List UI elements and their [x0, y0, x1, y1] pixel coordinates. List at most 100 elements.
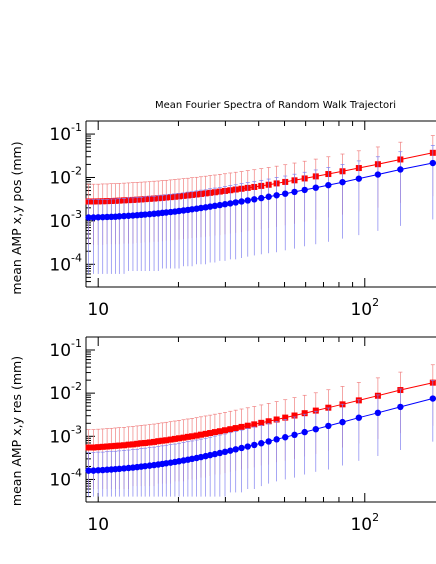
p1-data-point-red — [108, 443, 115, 450]
p1-data-point-red — [159, 437, 166, 444]
bottom-panel: mean AMP x,y res (mm) 10-1 10-2 10-3 10-4 10… — [9, 336, 436, 535]
p0-data-point-blue — [251, 196, 258, 203]
p1-data-point-blue — [216, 449, 224, 457]
p1-data-point-red — [163, 437, 170, 444]
p1-y-tick-label: 10-1 — [49, 337, 82, 361]
chart-title: Mean Fourier Spectra of Random Walk Traj… — [155, 100, 396, 111]
p1-data-point-blue — [312, 425, 319, 433]
p0-data-point-blue — [291, 188, 298, 196]
top-panel-ylabel: mean AMP x,y pos (mm) — [9, 141, 24, 294]
p0-data-point-blue — [90, 214, 97, 221]
p1-data-point-red — [142, 439, 149, 446]
p1-series-line-red — [88, 382, 433, 448]
p1-data-point-red — [193, 432, 200, 439]
p1-data-point-red — [90, 444, 97, 451]
p1-data-point-red — [116, 442, 123, 449]
p1-data-point-blue — [291, 431, 298, 439]
p1-data-point-blue — [227, 447, 234, 454]
p0-data-point-blue — [227, 200, 234, 207]
p1-data-point-red — [125, 441, 132, 448]
p0-data-point-blue — [258, 194, 265, 202]
p1-series-line-blue — [88, 398, 433, 472]
p1-data-point-blue — [397, 403, 404, 411]
p0-data-point-blue — [429, 159, 436, 167]
p1-data-point-blue — [374, 409, 382, 417]
p1-data-point-red — [171, 435, 178, 442]
p1-data-point-blue — [301, 428, 308, 436]
p0-data-point-blue — [325, 181, 332, 189]
p1-y-tick-label: 10-4 — [49, 466, 82, 490]
p1-data-point-red — [207, 430, 214, 437]
p0-data-point-blue — [116, 213, 123, 220]
p1-data-point-blue — [221, 448, 229, 456]
p0-data-point-blue — [374, 171, 382, 178]
p1-data-point-red — [134, 440, 141, 447]
p1-data-point-red — [282, 414, 289, 421]
p1-data-point-red — [202, 430, 209, 437]
bottom-panel-ylabel: mean AMP x,y res (mm) — [9, 356, 24, 506]
p1-data-point-blue — [273, 436, 280, 443]
p1-data-point-red — [216, 428, 223, 435]
p0-data-point-blue — [301, 186, 308, 194]
p0-y-tick-label: 10-1 — [49, 121, 82, 145]
p1-data-point-blue — [238, 444, 245, 452]
p1-data-point-red — [301, 410, 308, 417]
p1-data-point-red — [184, 433, 191, 440]
p0-data-point-blue — [211, 202, 219, 210]
p0-data-point-blue — [238, 198, 245, 205]
p1-data-point-red — [189, 433, 196, 440]
p1-data-point-red — [238, 423, 245, 430]
p0-x-tick-label: 102 — [350, 296, 379, 320]
p0-data-point-blue — [94, 214, 102, 221]
p0-x-tick-label: 10 — [87, 300, 109, 320]
p1-data-point-blue — [429, 395, 436, 402]
p0-data-point-blue — [120, 212, 128, 220]
p1-data-point-red — [151, 438, 158, 445]
p0-y-tick-label: 10-2 — [49, 164, 82, 188]
p0-data-point-blue — [244, 197, 251, 204]
p1-y-tick-label: 10-3 — [49, 423, 82, 447]
p0-data-point-blue — [216, 201, 224, 209]
p1-data-point-red — [121, 442, 128, 449]
p1-data-point-blue — [251, 441, 258, 449]
p1-data-point-red — [95, 444, 102, 451]
p1-data-point-blue — [244, 443, 251, 450]
p0-data-point-blue — [282, 190, 289, 197]
p1-data-point-red — [99, 443, 106, 450]
p1-data-point-blue — [211, 450, 219, 458]
p1-data-point-red — [273, 416, 280, 423]
p0-data-point-blue — [232, 199, 239, 206]
p1-data-point-blue — [355, 414, 363, 421]
p1-x-tick-label: 102 — [350, 511, 379, 535]
p0-data-point-blue — [221, 201, 229, 208]
p0-data-point-blue — [85, 214, 92, 221]
p1-data-point-blue — [325, 422, 332, 430]
p0-data-point-blue — [355, 175, 363, 182]
p0-series-red — [85, 135, 436, 245]
p0-data-point-blue — [206, 203, 214, 210]
p0-series-line-red — [88, 152, 433, 202]
p1-data-point-red — [312, 407, 319, 414]
p1-data-point-blue — [232, 446, 239, 453]
p1-data-point-red — [138, 440, 145, 447]
p1-data-point-red — [258, 419, 265, 426]
p1-data-point-red — [85, 444, 92, 451]
p1-data-point-red — [176, 435, 183, 442]
p1-data-point-red — [251, 421, 258, 428]
p1-data-point-red — [227, 426, 234, 433]
p1-x-tick-label: 10 — [87, 515, 109, 535]
p1-data-point-red — [180, 434, 187, 441]
p1-data-point-blue — [339, 418, 346, 426]
p1-data-point-red — [291, 412, 298, 419]
p0-data-point-blue — [273, 192, 280, 199]
p1-data-point-red — [222, 427, 229, 434]
p1-data-point-blue — [90, 467, 97, 474]
p0-series-line-blue — [88, 162, 433, 218]
p1-data-point-red — [146, 439, 153, 446]
p0-data-point-blue — [312, 184, 319, 191]
p1-series-red — [85, 364, 436, 490]
p1-data-point-blue — [94, 467, 102, 474]
p1-data-point-blue — [258, 440, 265, 447]
p0-data-point-blue — [197, 204, 205, 212]
p1-data-point-blue — [282, 434, 289, 441]
